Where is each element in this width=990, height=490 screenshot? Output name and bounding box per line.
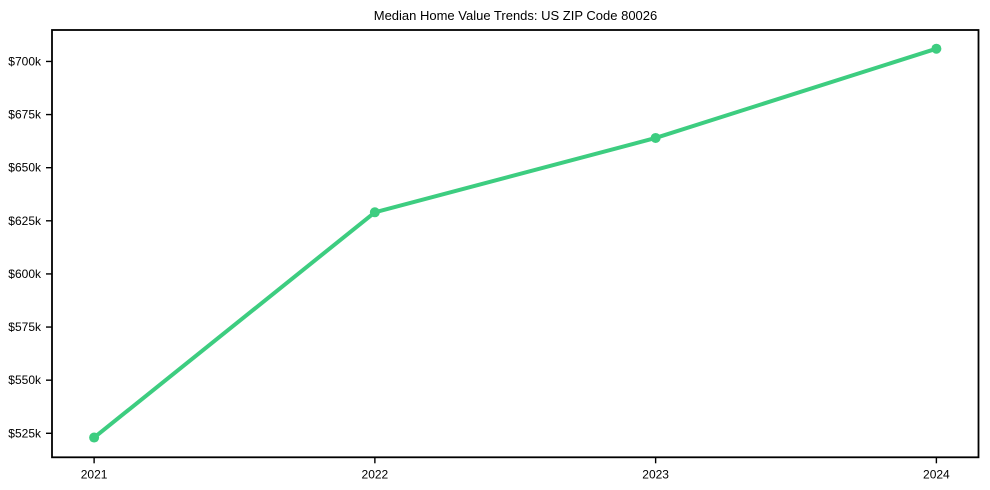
data-point-marker	[369, 207, 380, 218]
y-tick-label: $550k	[8, 373, 42, 387]
x-tick-label: 2023	[642, 467, 669, 481]
x-tick-label: 2022	[362, 467, 389, 481]
chart-title: Median Home Value Trends: US ZIP Code 80…	[373, 8, 658, 23]
y-tick-label: $650k	[8, 161, 42, 175]
data-point-marker	[89, 432, 100, 443]
y-tick-label: $600k	[8, 267, 42, 281]
y-tick-label: $525k	[8, 426, 42, 440]
y-tick-label: $700k	[8, 54, 42, 68]
data-point-marker	[650, 132, 661, 143]
data-point-marker	[931, 43, 942, 54]
x-tick-label: 2021	[81, 467, 108, 481]
y-tick-label: $575k	[8, 320, 42, 334]
y-tick-label: $625k	[8, 214, 42, 228]
plot-border	[51, 29, 980, 459]
y-tick-label: $675k	[8, 108, 42, 122]
trend-line	[92, 46, 939, 440]
x-tick-label: 2024	[923, 467, 950, 481]
